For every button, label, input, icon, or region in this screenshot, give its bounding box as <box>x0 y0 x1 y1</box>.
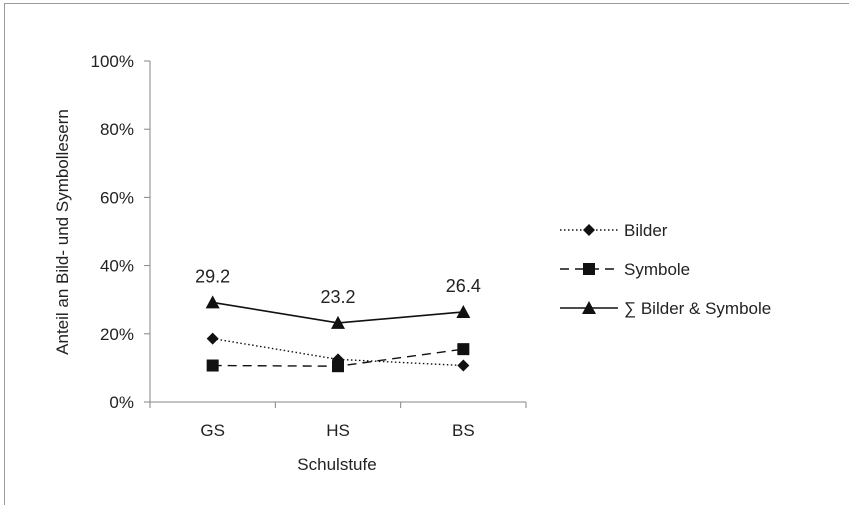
y-tick-label: 80% <box>100 120 134 139</box>
data-point <box>457 343 470 356</box>
chart-frame <box>4 3 849 505</box>
legend-marker <box>583 263 595 275</box>
legend-marker <box>583 224 595 236</box>
series-triangle <box>205 295 471 329</box>
data-labels: 29.2 23.2 26.4 <box>195 266 481 306</box>
data-point <box>457 359 470 372</box>
y-tick-label: 100% <box>91 52 134 71</box>
legend-marker <box>582 301 596 314</box>
y-tick-label: 0% <box>109 393 134 412</box>
legend-item: Symbole <box>560 260 690 279</box>
data-label: 26.4 <box>446 276 481 296</box>
data-point <box>206 359 219 372</box>
data-point <box>332 360 344 373</box>
legend-label: Bilder <box>624 221 668 240</box>
data-label: 29.2 <box>195 266 230 286</box>
y-tick-label: 20% <box>100 325 134 344</box>
legend: Bilder Symbole ∑ Bilder & Symbole <box>560 221 771 318</box>
x-tick-label: BS <box>452 421 475 440</box>
y-axis: 0% 20% 40% 60% 80% 100% <box>91 52 151 412</box>
x-tick-label: HS <box>326 421 350 440</box>
data-point <box>331 315 345 329</box>
y-tick-label: 40% <box>100 257 134 276</box>
data-point <box>206 332 219 345</box>
series-layer <box>205 295 471 373</box>
legend-label: Symbole <box>624 260 690 279</box>
x-axis: GS HS BS <box>149 401 527 440</box>
x-axis-title: Schulstufe <box>297 455 376 474</box>
data-point <box>456 304 471 318</box>
y-tick-label: 60% <box>100 188 134 207</box>
series-square <box>206 343 470 373</box>
legend-item: ∑ Bilder & Symbole <box>560 299 771 318</box>
x-tick-label: GS <box>200 421 225 440</box>
data-label: 23.2 <box>320 287 355 307</box>
y-axis-title: Anteil an Bild- und Symbollesern <box>53 109 72 355</box>
legend-label: ∑ Bilder & Symbole <box>624 299 771 318</box>
legend-item: Bilder <box>560 221 668 240</box>
data-point <box>205 295 220 309</box>
